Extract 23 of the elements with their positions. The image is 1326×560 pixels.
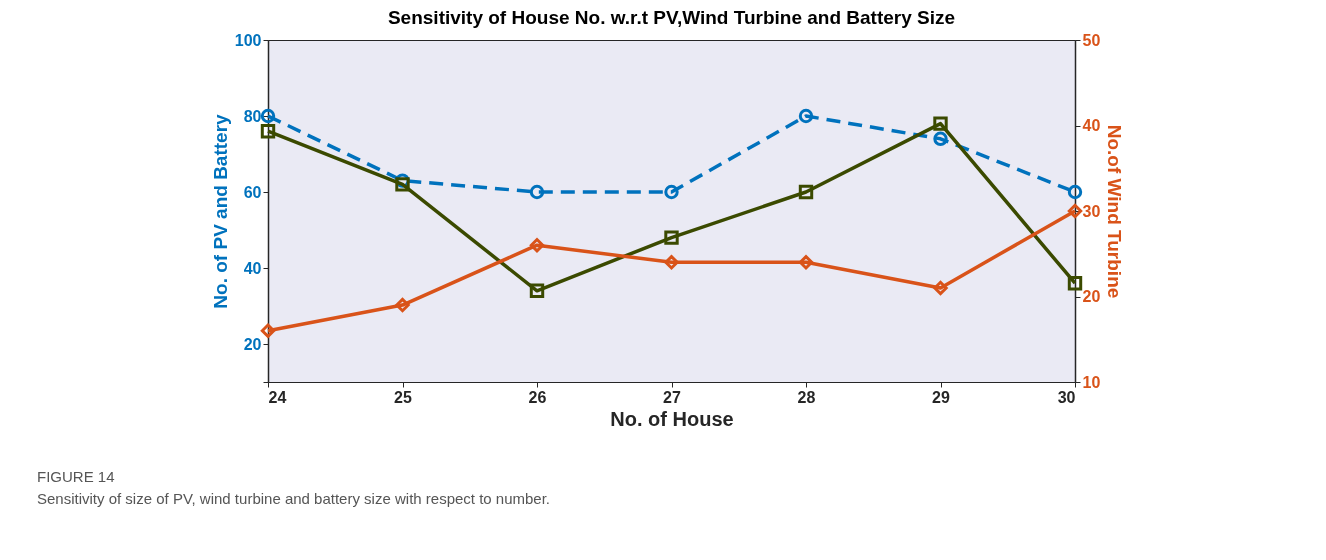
x-tick-label: 29 bbox=[932, 388, 950, 406]
text: Sensitivity of size of PV, wind turbine and battery size with respect to number. bbox=[37, 490, 551, 507]
x-axis-title: No. of House bbox=[610, 407, 734, 430]
y-tick-label: 20 bbox=[243, 335, 262, 353]
y2-tick-label: 50 bbox=[1082, 31, 1101, 49]
y-tick-label: 40 bbox=[243, 259, 262, 277]
chart-title: Sensitivity of House No. w.r.t PV,Wind Turbine and Battery Size bbox=[387, 7, 956, 28]
y2-axis-title: No.of Wind Turbine bbox=[1104, 124, 1126, 299]
y-axis-title: No. of PV and Battery bbox=[209, 113, 231, 309]
x-tick-label: 28 bbox=[797, 388, 816, 406]
y-tick-label: 80 bbox=[243, 107, 262, 125]
y-tick-label: 60 bbox=[243, 183, 262, 201]
x-tick-label: 30 bbox=[1057, 388, 1076, 406]
y-tick-label: 100 bbox=[234, 31, 262, 49]
y2-tick-label: 10 bbox=[1082, 373, 1101, 391]
x-tick-label: 27 bbox=[663, 388, 681, 406]
x-tick-label: 25 bbox=[394, 388, 412, 406]
x-tick-label: 26 bbox=[528, 388, 547, 406]
y2-tick-label: 30 bbox=[1082, 202, 1101, 220]
x-tick-label: 24 bbox=[268, 388, 287, 406]
y2-tick-label: 40 bbox=[1082, 117, 1101, 134]
y2-tick-label: 20 bbox=[1082, 288, 1101, 305]
caption: FIGURE 14 bbox=[37, 468, 115, 485]
